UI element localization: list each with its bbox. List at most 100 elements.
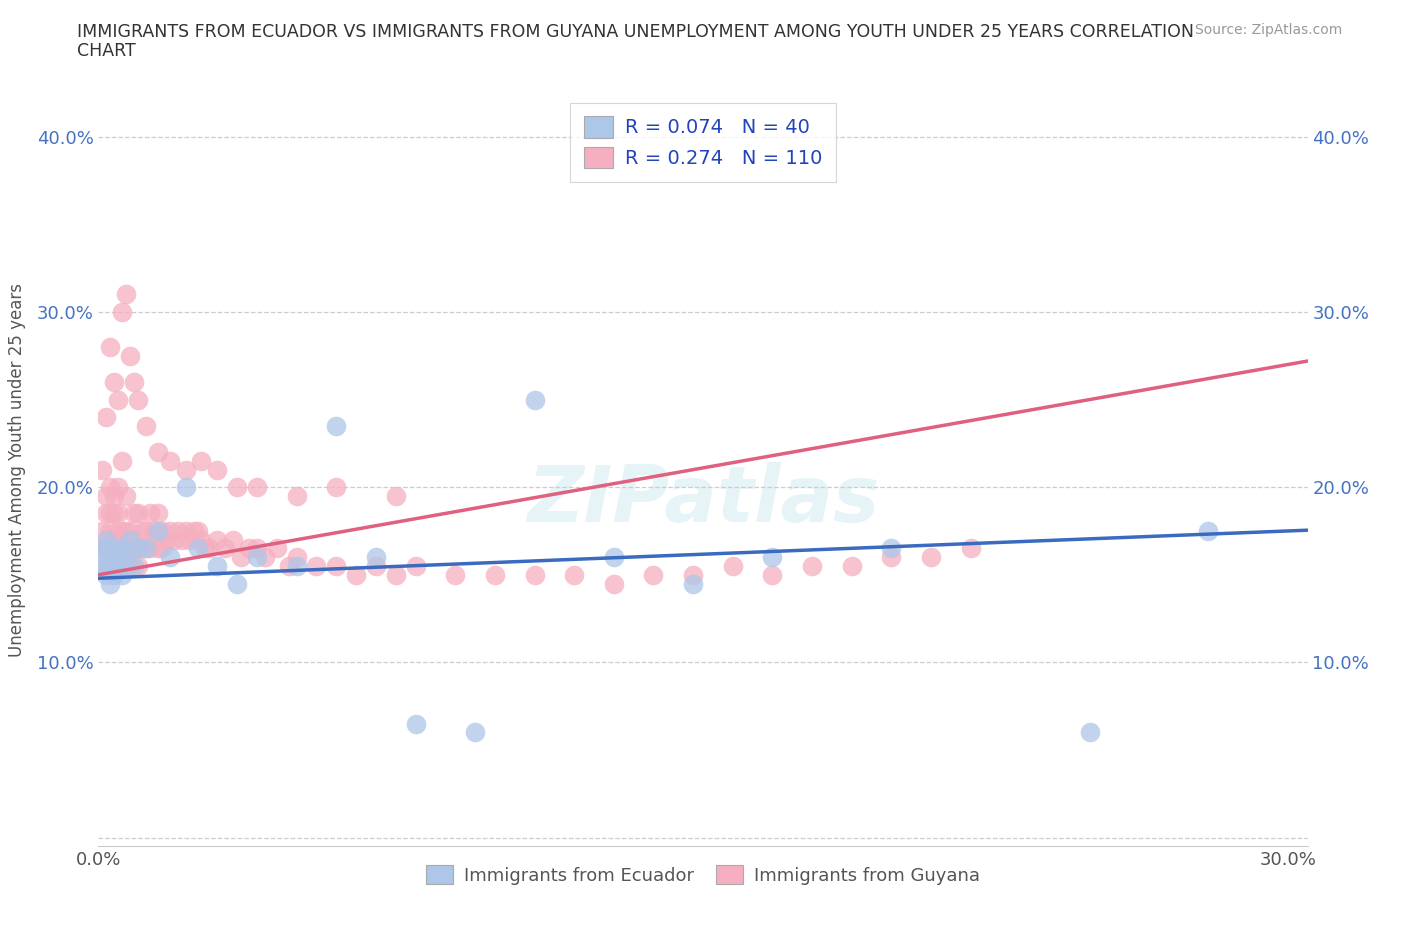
Point xyxy=(98,559,121,574)
Point xyxy=(96,567,118,582)
Point xyxy=(174,524,197,538)
Point xyxy=(253,550,276,565)
Point xyxy=(107,550,129,565)
Point xyxy=(150,541,173,556)
Point xyxy=(98,480,121,495)
Point xyxy=(159,454,181,469)
Point xyxy=(131,524,153,538)
Point xyxy=(120,349,142,364)
Point xyxy=(96,532,118,547)
Point xyxy=(959,541,981,556)
Point xyxy=(127,541,149,556)
Point xyxy=(155,532,177,547)
Point xyxy=(103,559,125,574)
Point xyxy=(150,524,173,538)
Point xyxy=(364,550,387,565)
Point xyxy=(207,532,229,547)
Point xyxy=(139,506,162,521)
Point xyxy=(120,559,142,574)
Point xyxy=(801,559,824,574)
Point xyxy=(115,550,138,565)
Point xyxy=(96,488,118,503)
Point xyxy=(231,550,253,565)
Point xyxy=(96,559,118,574)
Point xyxy=(98,576,121,591)
Point xyxy=(120,524,142,538)
Point xyxy=(135,541,157,556)
Point xyxy=(111,559,134,574)
Point xyxy=(146,445,169,459)
Point xyxy=(562,567,585,582)
Text: ZIPatlas: ZIPatlas xyxy=(527,462,879,538)
Point xyxy=(880,541,903,556)
Text: Source: ZipAtlas.com: Source: ZipAtlas.com xyxy=(1195,23,1343,37)
Point xyxy=(163,532,186,547)
Point xyxy=(198,541,221,556)
Point xyxy=(1078,725,1101,740)
Text: CHART: CHART xyxy=(77,42,136,60)
Point xyxy=(127,559,149,574)
Point xyxy=(325,418,347,433)
Point xyxy=(111,454,134,469)
Point xyxy=(344,567,367,582)
Point xyxy=(179,532,201,547)
Point xyxy=(98,524,121,538)
Point xyxy=(484,567,506,582)
Point xyxy=(146,541,169,556)
Point xyxy=(603,576,626,591)
Point xyxy=(111,304,134,319)
Point xyxy=(131,541,153,556)
Point xyxy=(96,506,118,521)
Point xyxy=(920,550,942,565)
Point xyxy=(277,559,299,574)
Point xyxy=(266,541,288,556)
Point xyxy=(682,576,704,591)
Point xyxy=(183,524,205,538)
Point xyxy=(122,506,145,521)
Point xyxy=(325,559,347,574)
Point xyxy=(98,506,121,521)
Point xyxy=(135,524,157,538)
Point xyxy=(166,524,188,538)
Point xyxy=(523,392,546,407)
Point xyxy=(880,550,903,565)
Point xyxy=(115,287,138,302)
Point xyxy=(238,541,260,556)
Point xyxy=(115,559,138,574)
Point xyxy=(285,550,308,565)
Point xyxy=(120,541,142,556)
Point xyxy=(1198,524,1220,538)
Point xyxy=(603,550,626,565)
Point xyxy=(107,541,129,556)
Point xyxy=(194,541,217,556)
Point xyxy=(207,462,229,477)
Point xyxy=(146,524,169,538)
Point xyxy=(841,559,863,574)
Point xyxy=(111,541,134,556)
Point xyxy=(285,559,308,574)
Point xyxy=(214,541,236,556)
Point xyxy=(246,541,269,556)
Point xyxy=(146,506,169,521)
Point xyxy=(207,559,229,574)
Point xyxy=(174,480,197,495)
Point xyxy=(103,541,125,556)
Point xyxy=(159,524,181,538)
Point xyxy=(103,506,125,521)
Point xyxy=(91,559,114,574)
Point xyxy=(107,480,129,495)
Point xyxy=(643,567,665,582)
Point xyxy=(122,541,145,556)
Point xyxy=(115,524,138,538)
Point xyxy=(111,541,134,556)
Point xyxy=(122,375,145,390)
Point xyxy=(384,567,406,582)
Point xyxy=(107,524,129,538)
Point xyxy=(115,559,138,574)
Point xyxy=(115,488,138,503)
Point xyxy=(761,567,783,582)
Point xyxy=(107,392,129,407)
Point xyxy=(91,524,114,538)
Point xyxy=(285,488,308,503)
Point xyxy=(107,506,129,521)
